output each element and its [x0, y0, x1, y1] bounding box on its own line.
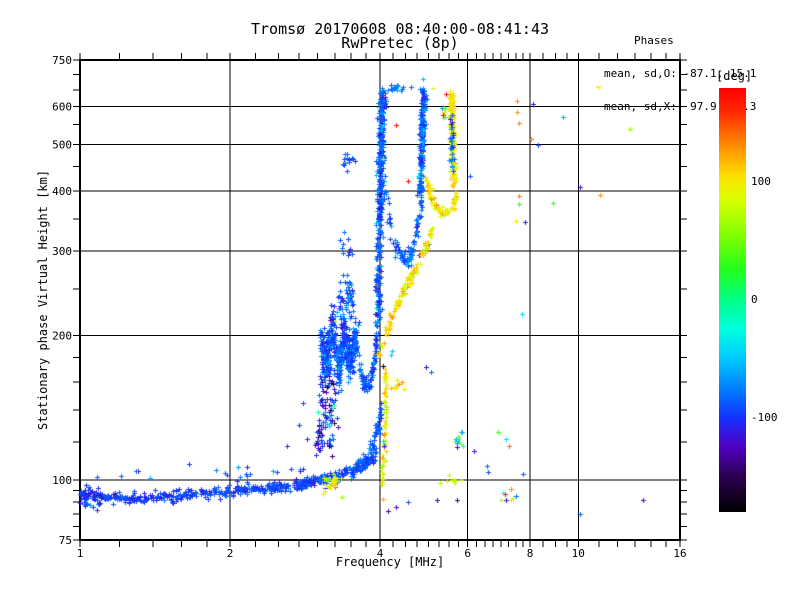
y-axis-title: Stationary phase Virtual Height [km] [36, 169, 50, 431]
colorbar-tick-label: -100 [751, 410, 778, 424]
x-axis-title: Frequency [MHz] [335, 555, 445, 569]
colorbar-unit-label: [deg] [716, 69, 753, 83]
colorbar-tick-label: 100 [751, 175, 771, 189]
colorbar [719, 88, 746, 512]
colorbar-tick-label: 0 [751, 293, 758, 306]
